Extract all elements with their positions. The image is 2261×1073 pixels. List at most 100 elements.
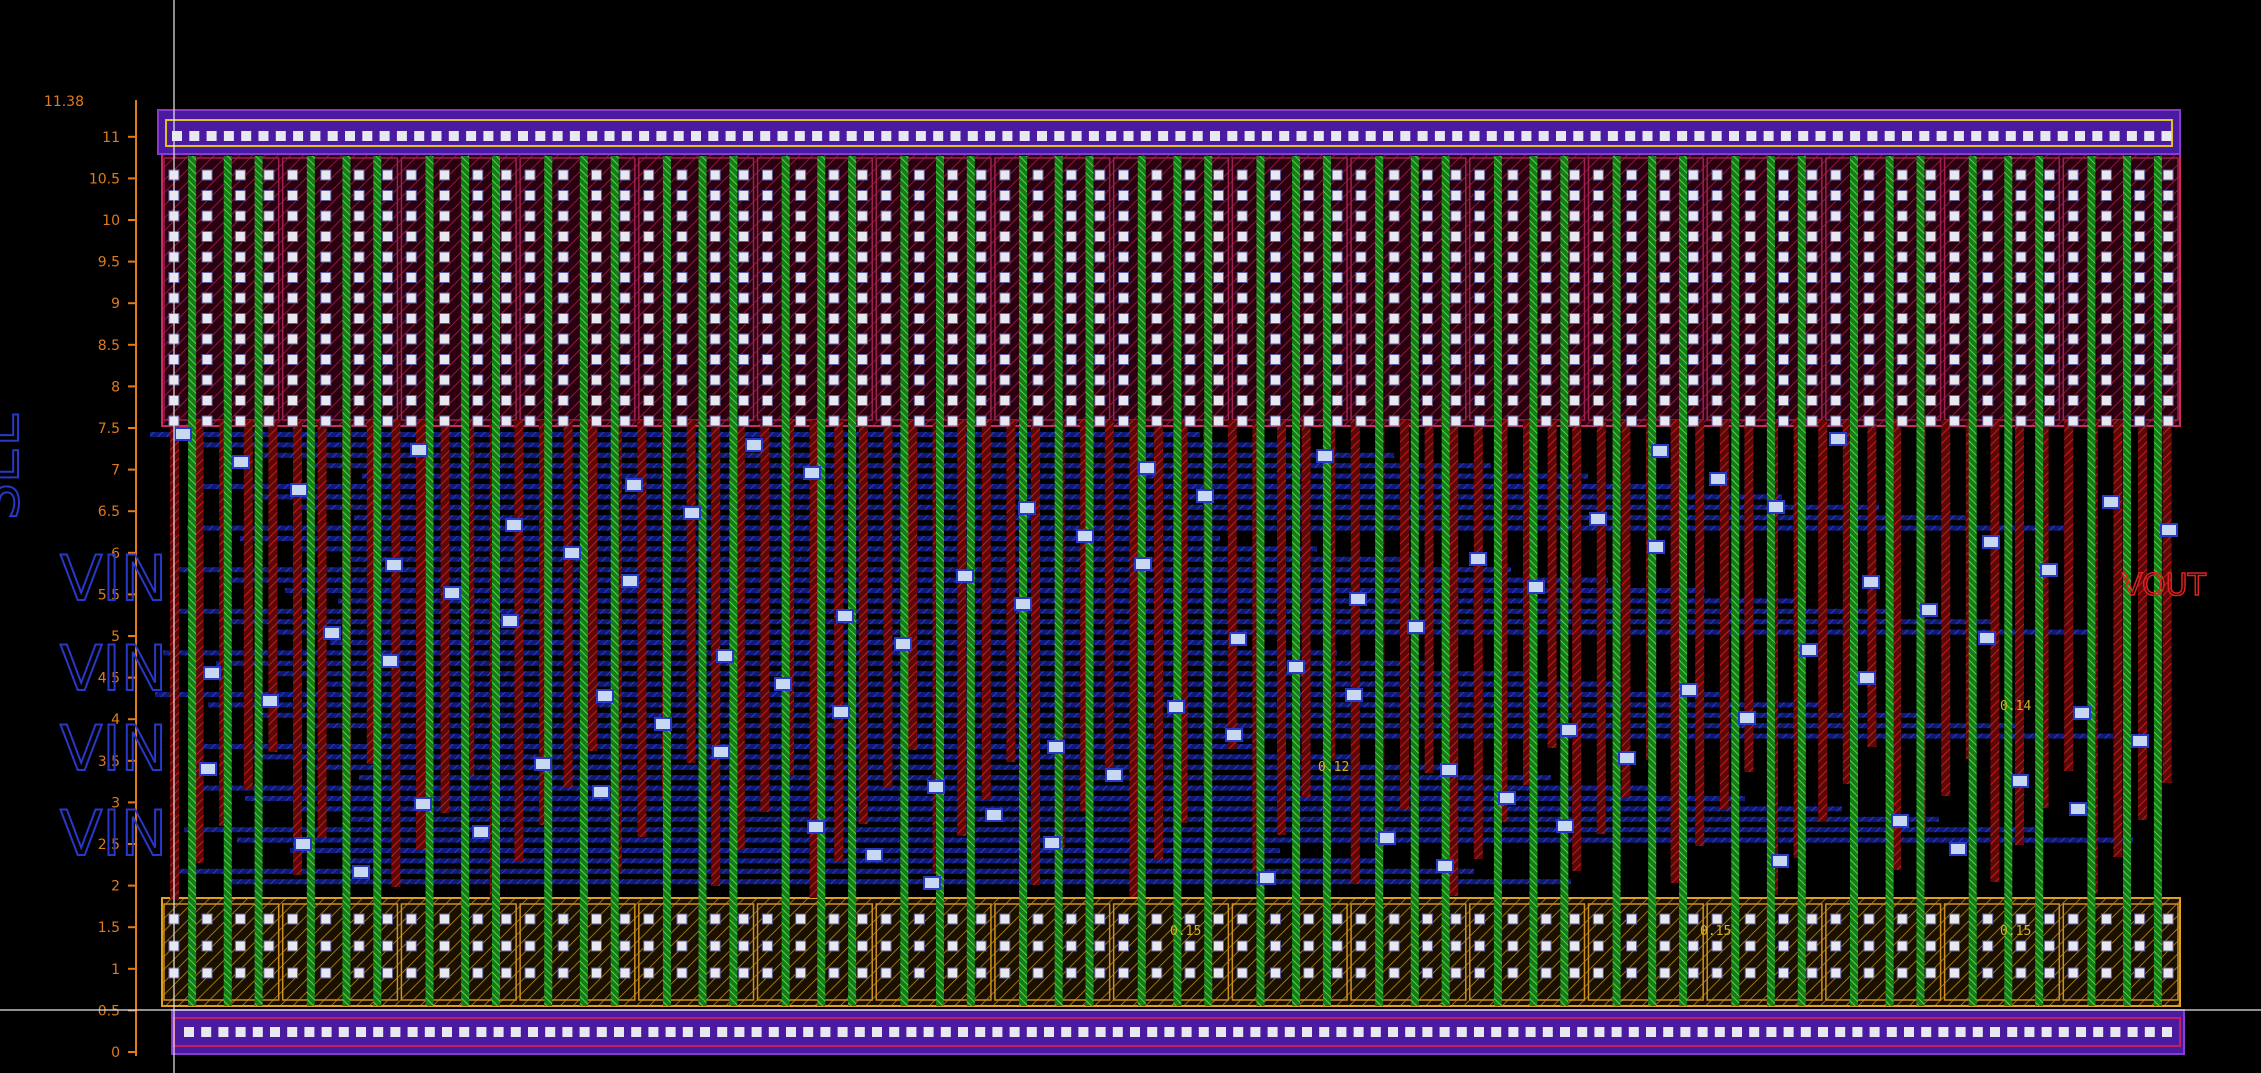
contact	[1806, 354, 1818, 365]
contact	[1269, 169, 1281, 181]
contact	[1569, 231, 1581, 242]
axis-tick-label: 8.5	[98, 338, 120, 354]
contact	[856, 251, 868, 263]
contact	[1450, 354, 1462, 365]
contact	[1421, 395, 1433, 406]
pin-label-vout[interactable]: VOUT	[2121, 567, 2207, 604]
rail-contact	[1815, 131, 1826, 141]
contact	[709, 169, 721, 181]
via	[985, 808, 1003, 822]
contact	[1450, 169, 1462, 181]
contact	[1388, 913, 1400, 925]
contact	[201, 313, 213, 324]
contact	[2015, 231, 2027, 242]
via	[501, 614, 519, 628]
contact	[999, 913, 1011, 925]
metal1-bus	[150, 432, 1200, 437]
contact	[1507, 354, 1519, 365]
contact	[761, 272, 773, 283]
cell-outline-bottom	[994, 903, 1111, 1001]
contact	[999, 940, 1011, 952]
contact	[709, 395, 721, 406]
contact	[1032, 415, 1044, 427]
pin-label-vin-2[interactable]: VIN	[59, 631, 168, 706]
poly-gate	[1885, 156, 1894, 1006]
contact	[1540, 169, 1552, 181]
via	[832, 705, 850, 719]
poly-gate	[900, 156, 909, 1006]
via	[865, 848, 883, 862]
rail-contact	[189, 131, 200, 141]
contact	[880, 354, 892, 365]
pin-label-vin-3[interactable]: VIN	[59, 711, 168, 786]
metal2-strap	[588, 420, 598, 751]
contact	[880, 913, 892, 925]
rail-contact	[1365, 131, 1376, 141]
contact	[880, 169, 892, 181]
rail-contact	[1800, 1027, 1811, 1037]
rail-contact	[898, 131, 909, 141]
metal2-strap	[243, 420, 253, 789]
contact	[2067, 415, 2079, 427]
contact	[709, 374, 721, 386]
cell-outline-bottom	[2062, 903, 2179, 1001]
contact	[1331, 169, 1343, 181]
contact	[1212, 272, 1224, 283]
contact	[405, 272, 417, 283]
contact	[201, 231, 213, 242]
contact	[201, 333, 213, 345]
contact	[738, 395, 750, 406]
contact	[557, 292, 569, 304]
poly-gate	[342, 156, 351, 1006]
contact	[1118, 190, 1130, 201]
contact	[1948, 395, 1960, 406]
metal2-strap	[391, 420, 401, 887]
contact	[1474, 251, 1486, 263]
contact	[1421, 374, 1433, 386]
pin-label-vin-1[interactable]: VIN	[59, 541, 168, 616]
contact	[1236, 231, 1248, 242]
contact	[1540, 415, 1552, 427]
metal2-strap	[1277, 420, 1286, 835]
contact	[1032, 292, 1044, 304]
contact	[557, 333, 569, 345]
contact	[524, 210, 536, 222]
rail-contact	[518, 131, 528, 141]
contact	[557, 251, 569, 263]
contact	[1269, 395, 1281, 406]
contact	[1830, 292, 1842, 304]
metal2-strap	[1424, 420, 1434, 773]
contact	[1032, 272, 1044, 283]
contact	[1212, 374, 1224, 386]
contact	[1094, 395, 1106, 406]
rail-contact	[483, 131, 494, 141]
metal2-strap	[1719, 420, 1729, 809]
contact	[1236, 940, 1248, 952]
contact	[1830, 395, 1842, 406]
axis-tick-label: 2.5	[98, 837, 120, 853]
contact	[1151, 190, 1163, 201]
poly-gate	[1322, 156, 1331, 1006]
contact	[1151, 940, 1163, 952]
rail-contact	[958, 1027, 968, 1037]
contact	[1118, 354, 1130, 365]
contact	[2100, 354, 2112, 365]
contact	[524, 272, 536, 283]
contact	[405, 395, 417, 406]
contact	[500, 913, 512, 925]
contact	[1687, 272, 1699, 283]
contact	[2162, 251, 2174, 263]
contact	[320, 231, 332, 242]
contact	[524, 169, 536, 181]
contact	[1948, 210, 1960, 222]
contact	[1830, 251, 1842, 263]
poly-gate	[2035, 156, 2044, 1006]
contact	[405, 940, 417, 952]
axis-max-label: 11.38	[44, 94, 84, 110]
cell-outline-bottom	[281, 903, 399, 1001]
pin-label-vin-4[interactable]: VIN	[59, 796, 168, 871]
pin-label-sel[interactable]: SEL	[0, 413, 33, 521]
poly-gate	[1019, 156, 1028, 1006]
rail-contact	[235, 1027, 246, 1037]
